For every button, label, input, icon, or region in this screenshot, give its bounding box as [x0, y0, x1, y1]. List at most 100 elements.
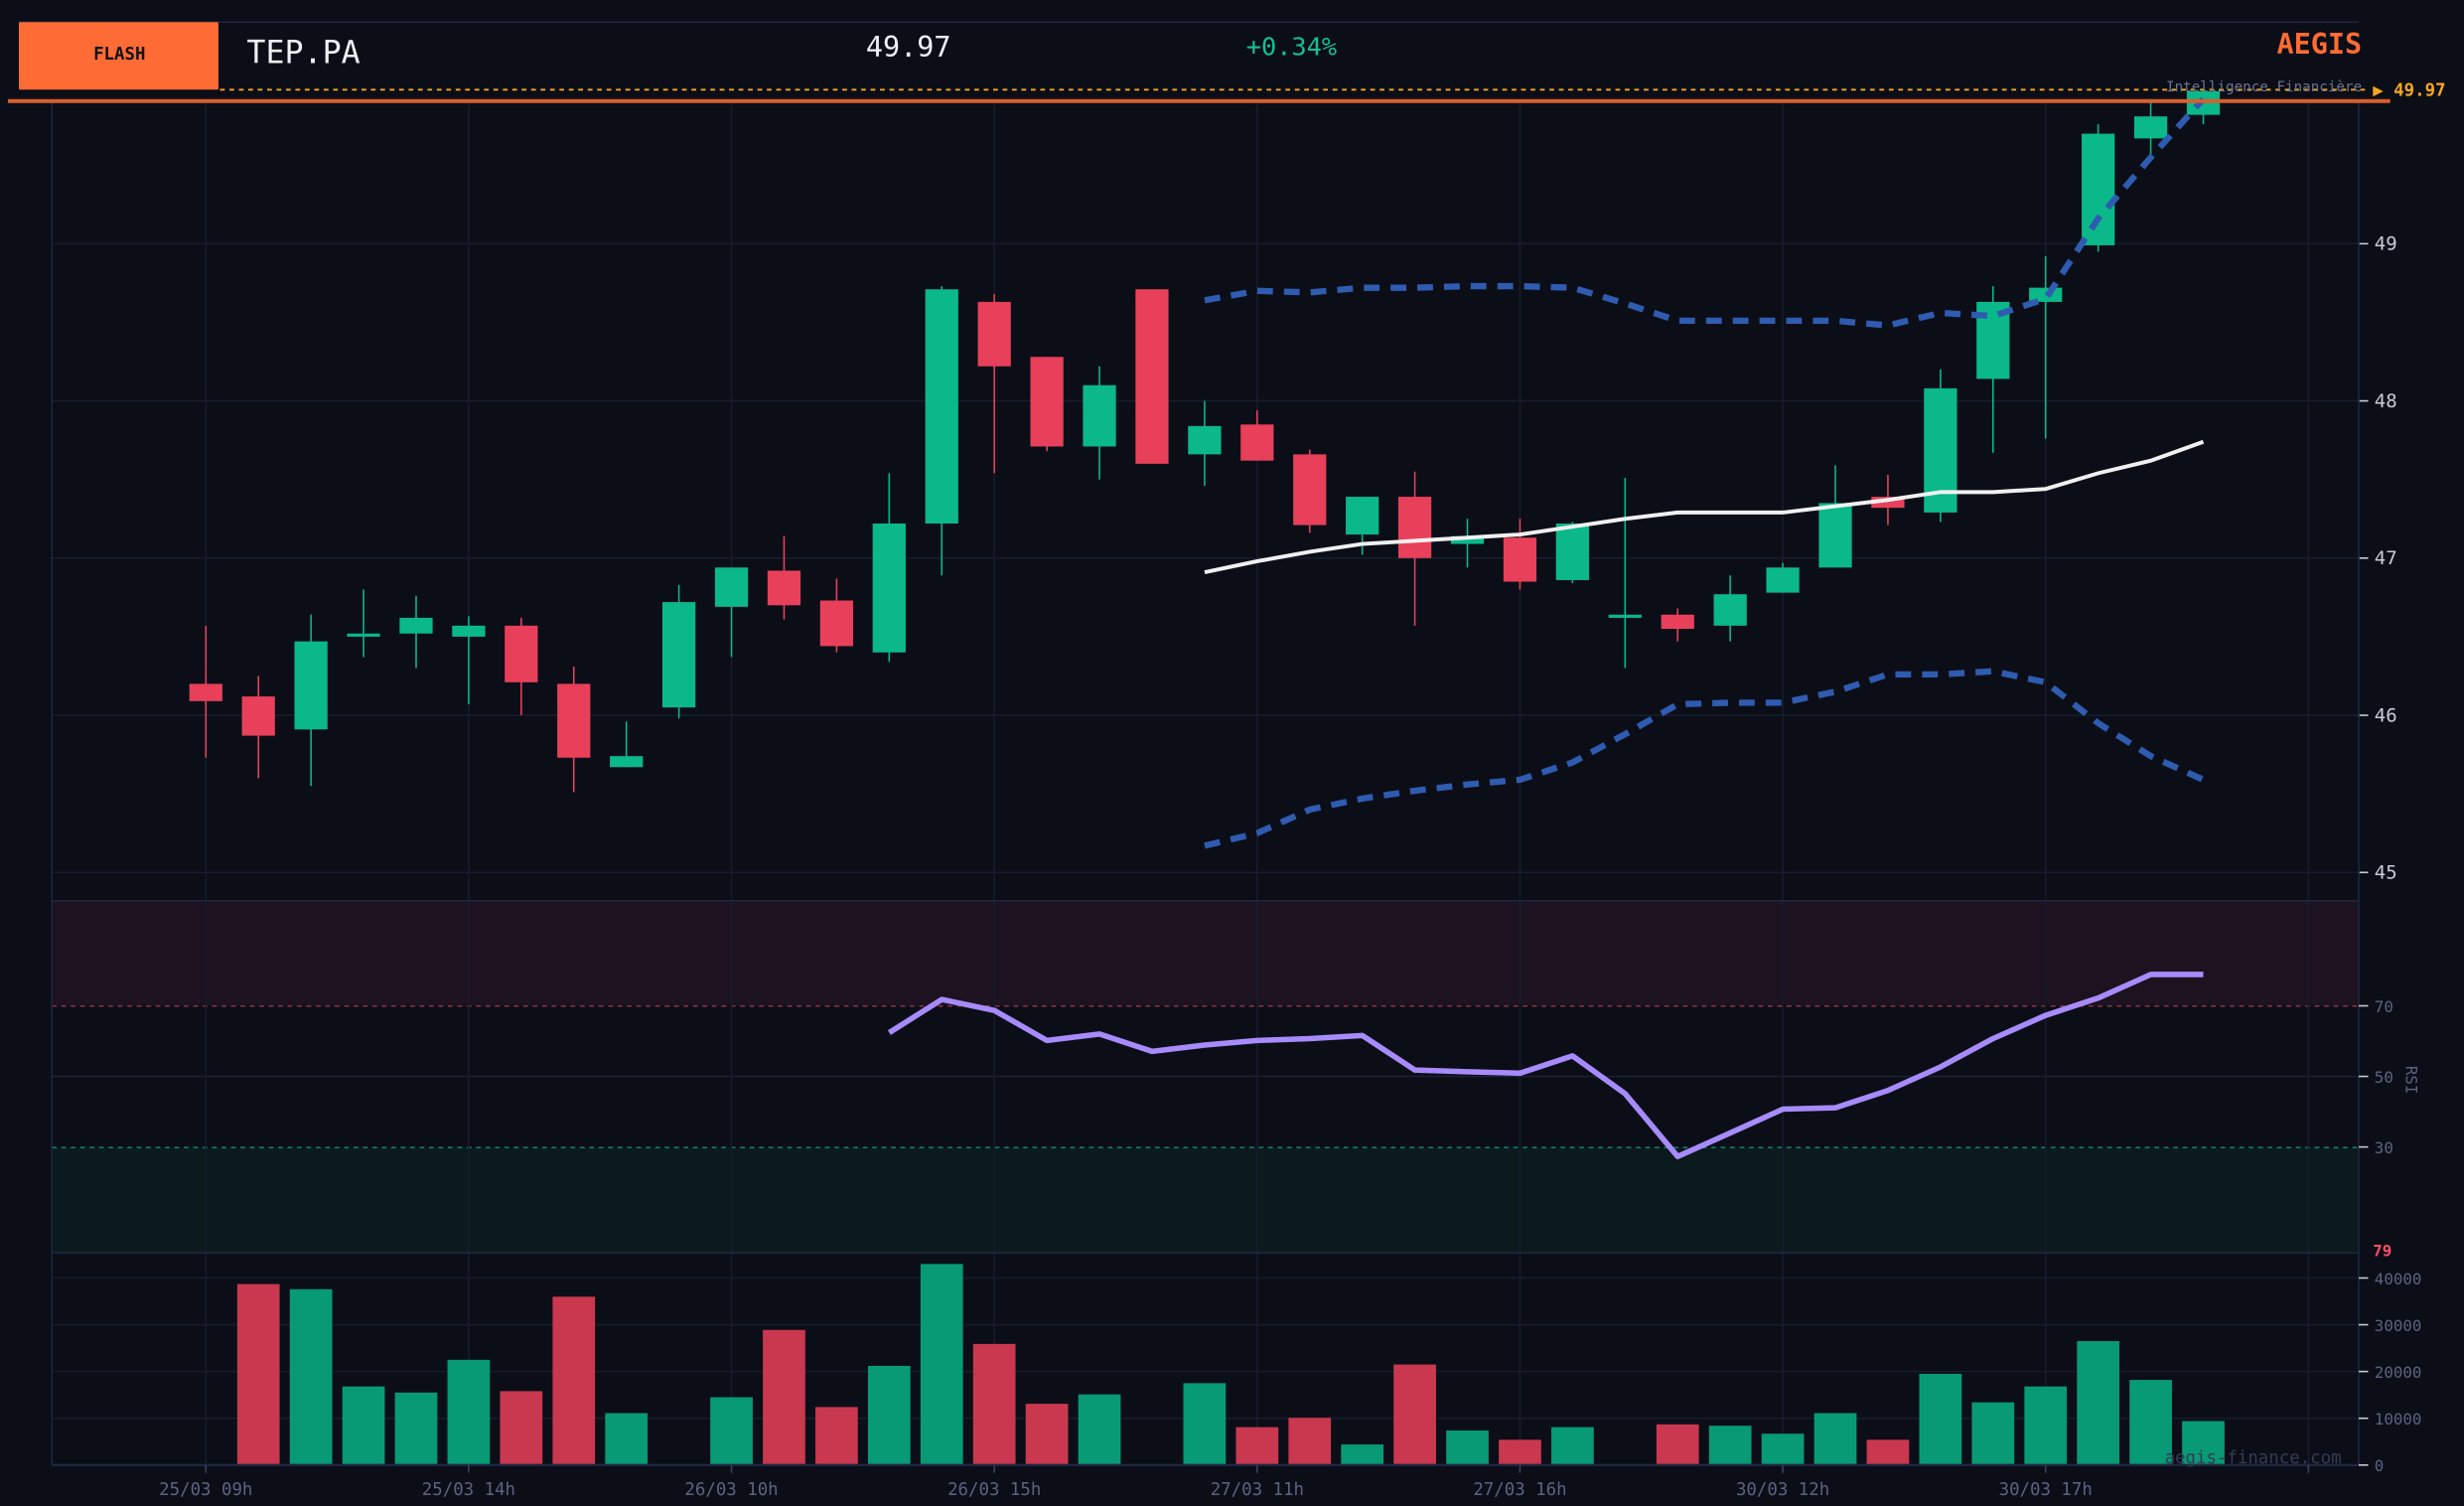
- candle-down: [1871, 497, 1905, 509]
- candle-up: [1713, 594, 1747, 626]
- volume-bar: [1813, 1413, 1857, 1465]
- rsi-tick-label: 30: [2375, 1138, 2393, 1157]
- x-tick-label: 25/03 09h: [159, 1480, 252, 1500]
- volume-bar: [605, 1413, 649, 1465]
- volume-bar: [920, 1264, 963, 1465]
- rsi-line: [887, 972, 2204, 1159]
- volume-tick-label: 30000: [2375, 1316, 2422, 1335]
- volume-bar: [1708, 1426, 1752, 1465]
- volume-bar: [1919, 1373, 1962, 1465]
- candle-down: [767, 570, 801, 606]
- candle-down: [1293, 454, 1327, 526]
- candle-down: [189, 683, 222, 701]
- x-tick-label: 27/03 11h: [1211, 1480, 1304, 1500]
- candle-up: [714, 567, 749, 607]
- volume-bar: [1235, 1427, 1279, 1465]
- price-tick-label: 49: [2375, 233, 2397, 255]
- candle-down: [1397, 497, 1432, 558]
- brand-subtitle: Intelligence Financière: [2166, 79, 2362, 95]
- candle-down: [1030, 357, 1064, 447]
- candle-down: [977, 301, 1011, 367]
- volume-bar: [710, 1397, 753, 1465]
- volume-bar: [394, 1392, 438, 1465]
- candle-down: [241, 696, 275, 736]
- candle-down: [557, 683, 591, 758]
- bollinger-lower: [1204, 668, 2205, 849]
- volume-bar: [2024, 1386, 2068, 1465]
- header-separator: [7, 98, 2391, 103]
- candle-up: [1450, 535, 1485, 544]
- candle-up: [1083, 384, 1116, 447]
- volume-bar: [342, 1386, 385, 1465]
- volume-bar: [1183, 1383, 1227, 1465]
- flash-badge-label: FLASH: [93, 45, 145, 65]
- brand-logo: AEGIS: [2276, 28, 2362, 61]
- rsi-tick-label: 70: [2375, 997, 2393, 1016]
- header-bar: [18, 22, 2361, 90]
- volume-bar: [763, 1329, 805, 1465]
- volume-bar: [1866, 1439, 1910, 1465]
- volume-bar: [1971, 1402, 2015, 1465]
- rsi-oversold-zone: [52, 1147, 2359, 1254]
- price-tick-label: 47: [2375, 547, 2397, 569]
- volume-bar: [1446, 1430, 1489, 1465]
- volume-bar: [552, 1296, 596, 1465]
- candle-up: [1555, 523, 1589, 580]
- candle-down: [505, 625, 538, 682]
- watermark: aegis-finance.com: [2165, 1448, 2342, 1468]
- rsi-path: [887, 972, 2204, 1159]
- candle-up: [872, 523, 906, 653]
- x-tick-label: 27/03 16h: [1473, 1480, 1566, 1500]
- volume-bar: [500, 1391, 543, 1465]
- candle-up: [1818, 503, 1852, 568]
- volume-tick-label: 20000: [2375, 1363, 2422, 1382]
- volume-bar: [1078, 1394, 1121, 1465]
- price-tick-label: 45: [2375, 862, 2397, 884]
- volume-tick-label: 10000: [2375, 1410, 2422, 1429]
- candle-down: [1240, 424, 1274, 461]
- price-change: +0.34%: [1246, 32, 1337, 61]
- volume-bar: [1761, 1433, 1805, 1465]
- price-tick-label: 48: [2375, 390, 2397, 412]
- volume-bar: [1551, 1427, 1594, 1465]
- current-price: 49.97: [866, 31, 951, 64]
- volume-bars: [236, 1264, 2225, 1465]
- volume-bar: [1025, 1404, 1069, 1465]
- rsi-overbought-zone: [52, 900, 2359, 1006]
- volume-tick-label: 40000: [2375, 1270, 2422, 1288]
- candle-up: [399, 617, 433, 634]
- volume-bar: [289, 1288, 333, 1465]
- volume-bar: [2077, 1341, 2120, 1465]
- candle-down: [1135, 289, 1169, 464]
- bollinger-upper: [1204, 96, 2206, 329]
- candle-up: [1188, 425, 1222, 455]
- candle-down: [819, 600, 854, 647]
- volume-bar: [1499, 1439, 1541, 1465]
- candle-up: [1346, 497, 1379, 535]
- last-price-tag: ▶ 49.97: [2373, 81, 2445, 101]
- volume-bar: [2182, 1421, 2225, 1465]
- volume-bar: [1656, 1424, 1699, 1465]
- sma-line: [1204, 439, 2205, 574]
- candle-down: [1503, 537, 1537, 582]
- volume-tick-label: 0: [2375, 1456, 2385, 1475]
- candle-up: [662, 602, 696, 708]
- candle-up: [2082, 133, 2115, 245]
- volume-bar: [236, 1283, 280, 1465]
- x-tick-label: 26/03 10h: [684, 1480, 778, 1500]
- volume-bar: [867, 1365, 911, 1465]
- vertical-grid: [205, 101, 2310, 1465]
- volume-bar: [2129, 1380, 2172, 1465]
- candle-up: [610, 756, 644, 768]
- volume-bar: [1288, 1418, 1332, 1465]
- candle-up: [347, 633, 380, 637]
- ticker: TEP.PA: [246, 35, 360, 71]
- x-tick-label: 30/03 17h: [1999, 1480, 2093, 1500]
- candles: [189, 64, 2221, 793]
- candle-up: [452, 625, 486, 637]
- candle-up: [294, 641, 328, 730]
- volume-bar: [1341, 1444, 1384, 1465]
- volume-bar: [1393, 1364, 1436, 1465]
- price-tick-label: 46: [2375, 704, 2397, 726]
